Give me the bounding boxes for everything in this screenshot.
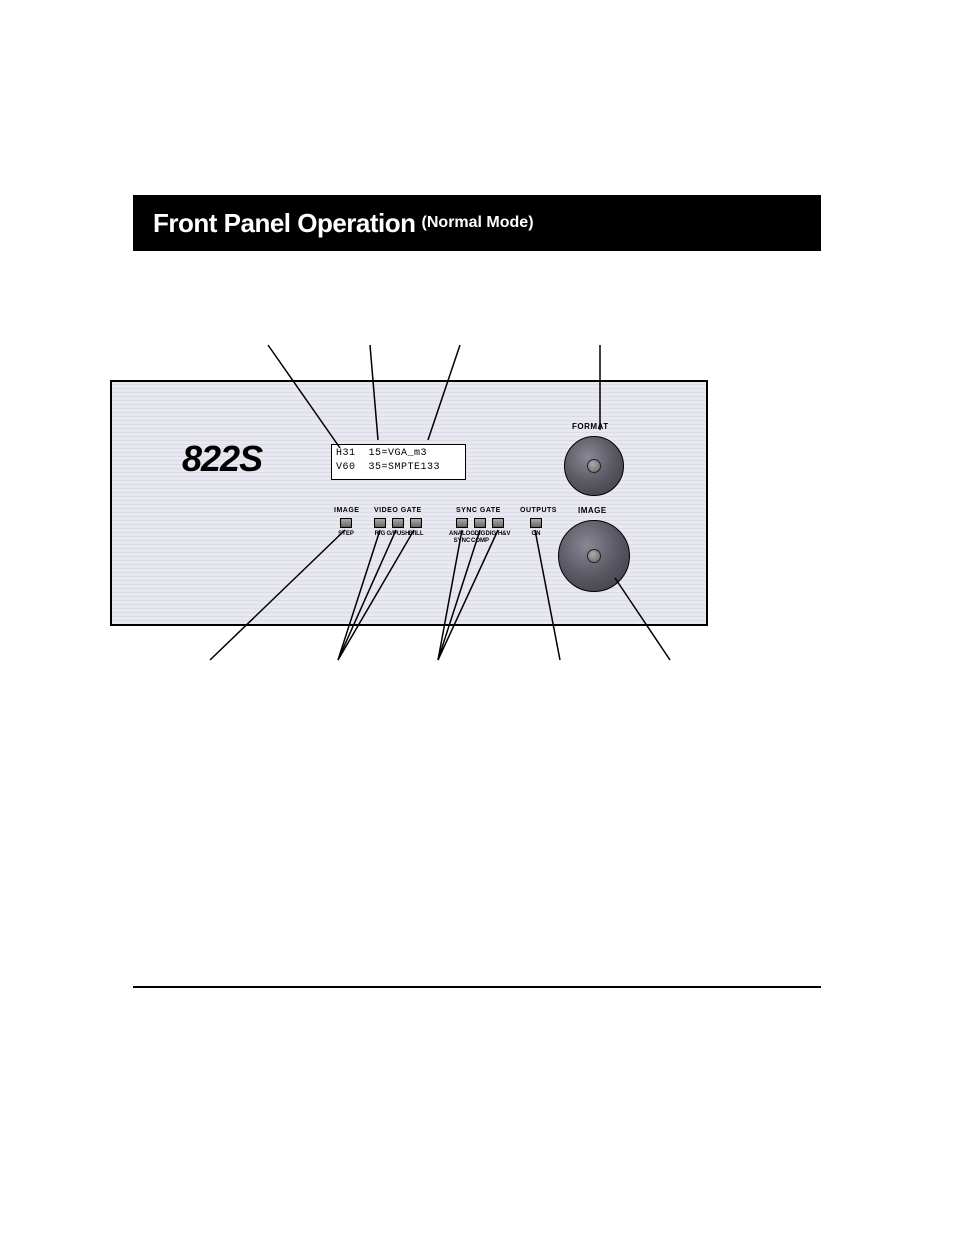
outputs-label: OUTPUTS xyxy=(520,507,557,514)
footer-divider xyxy=(133,986,821,988)
lcd-line-1: H31 15=VGA_m3 xyxy=(336,447,461,461)
sync-gate-dighv-switch[interactable] xyxy=(492,518,504,528)
sync-gate-analog-switch[interactable] xyxy=(456,518,468,528)
sync-gate-digcomp-switch[interactable] xyxy=(474,518,486,528)
model-label: 822S xyxy=(182,438,262,480)
lcd-line-2: V60 35=SMPTE133 xyxy=(336,461,461,475)
title-sub: (Normal Mode) xyxy=(422,214,534,232)
video-gate-label: VIDEO GATE xyxy=(374,507,422,514)
knob-center-icon xyxy=(587,459,601,473)
image-knob[interactable] xyxy=(558,520,630,592)
video-gate-rg-switch[interactable] xyxy=(374,518,386,528)
outputs-on-sublabel: ON xyxy=(521,531,551,538)
image-step-sublabel: STEP xyxy=(331,531,361,538)
video-gate-gpush-switch[interactable] xyxy=(392,518,404,528)
image-step-switch[interactable] xyxy=(340,518,352,528)
sync-gate-label: SYNC GATE xyxy=(456,507,501,514)
title-main: Front Panel Operation xyxy=(153,208,416,239)
video-gate-bill-switch[interactable] xyxy=(410,518,422,528)
device-panel: 822S H31 15=VGA_m3 V60 35=SMPTE133 FORMA… xyxy=(110,380,708,626)
video-gate-bill-sublabel: B/ILL xyxy=(401,531,431,538)
image-knob-label: IMAGE xyxy=(578,506,607,515)
image-switch-label: IMAGE xyxy=(334,507,359,514)
outputs-on-switch[interactable] xyxy=(530,518,542,528)
knob-center-icon xyxy=(587,549,601,563)
format-knob[interactable] xyxy=(564,436,624,496)
lcd-display: H31 15=VGA_m3 V60 35=SMPTE133 xyxy=(331,444,466,480)
title-bar: Front Panel Operation (Normal Mode) xyxy=(133,195,821,251)
format-knob-label: FORMAT xyxy=(572,422,609,431)
sync-gate-dighv-sublabel: DIG H&V xyxy=(483,531,513,538)
